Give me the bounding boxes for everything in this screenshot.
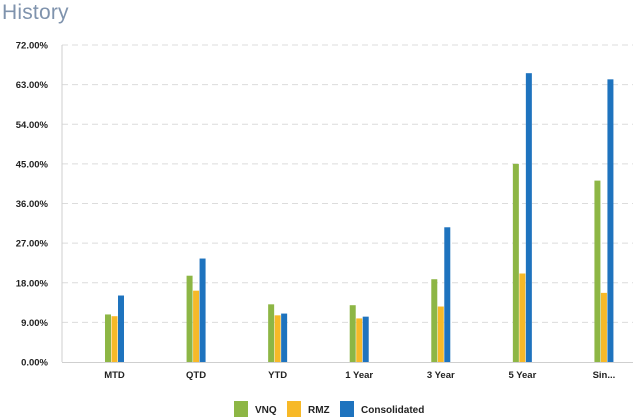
bar-vnq-3-year[interactable] [431, 279, 438, 362]
x-tick-label: QTD [186, 370, 206, 381]
x-tick-label: Sin... [593, 370, 616, 381]
legend-swatch [340, 401, 354, 417]
x-tick-label: YTD [268, 370, 287, 381]
y-tick-label: 9.00% [21, 318, 48, 329]
legend-item-rmz[interactable]: RMZ [287, 401, 330, 417]
bar-vnq-sin-[interactable] [594, 180, 601, 362]
bar-consolidated-1-year[interactable] [362, 316, 369, 362]
y-tick-label: 54.00% [16, 120, 49, 131]
legend-item-consolidated[interactable]: Consolidated [340, 401, 424, 417]
bar-rmz-sin-[interactable] [600, 292, 607, 362]
page-title: History [2, 1, 69, 24]
bar-vnq-mtd[interactable] [105, 314, 111, 362]
legend[interactable]: VNQ RMZ Consolidated [234, 401, 424, 417]
bar-vnq-5-year[interactable] [512, 163, 519, 362]
x-tick-label: 5 Year [508, 370, 536, 381]
axes [61, 45, 633, 363]
bars [105, 73, 614, 362]
bar-rmz-ytd[interactable] [274, 315, 281, 362]
y-tick-labels: 0.00% 9.00% 18.00% 27.00% 36.00% 45.00% 54.00%… [16, 41, 49, 369]
grid-lines [62, 44, 633, 323]
bar-consolidated-qtd[interactable] [199, 258, 206, 362]
x-tick-labels: MTD QTD YTD 1 Year 3 Year 5 Year Sin... [104, 370, 615, 381]
x-tick-label: 1 Year [345, 370, 373, 381]
bar-rmz-mtd[interactable] [111, 316, 118, 362]
bar-consolidated-5-year[interactable] [525, 73, 532, 362]
x-tick-label: 3 Year [427, 370, 455, 381]
bar-consolidated-ytd[interactable] [281, 313, 288, 362]
bar-rmz-1-year[interactable] [356, 318, 363, 362]
bar-vnq-1-year[interactable] [349, 305, 356, 362]
legend-label: RMZ [308, 405, 330, 416]
bar-consolidated-sin-[interactable] [607, 79, 614, 362]
legend-swatch [287, 401, 301, 417]
bar-consolidated-mtd[interactable] [118, 295, 124, 362]
y-tick-label: 72.00% [16, 41, 49, 52]
legend-label: VNQ [255, 405, 277, 416]
y-tick-label: 45.00% [16, 159, 49, 170]
y-tick-label: 27.00% [16, 239, 49, 250]
legend-swatch [234, 401, 248, 417]
y-tick-label: 0.00% [21, 358, 48, 369]
bar-consolidated-3-year[interactable] [444, 227, 451, 362]
y-tick-label: 18.00% [16, 278, 49, 289]
y-tick-label: 63.00% [16, 80, 49, 91]
bar-rmz-3-year[interactable] [437, 306, 444, 362]
bar-vnq-qtd[interactable] [186, 275, 193, 362]
x-tick-label: MTD [104, 370, 125, 381]
bar-rmz-qtd[interactable] [193, 290, 200, 362]
legend-item-vnq[interactable]: VNQ [234, 401, 277, 417]
bar-rmz-5-year[interactable] [519, 273, 526, 362]
y-tick-label: 36.00% [16, 199, 49, 210]
legend-label: Consolidated [361, 405, 424, 416]
bar-vnq-ytd[interactable] [268, 304, 275, 362]
